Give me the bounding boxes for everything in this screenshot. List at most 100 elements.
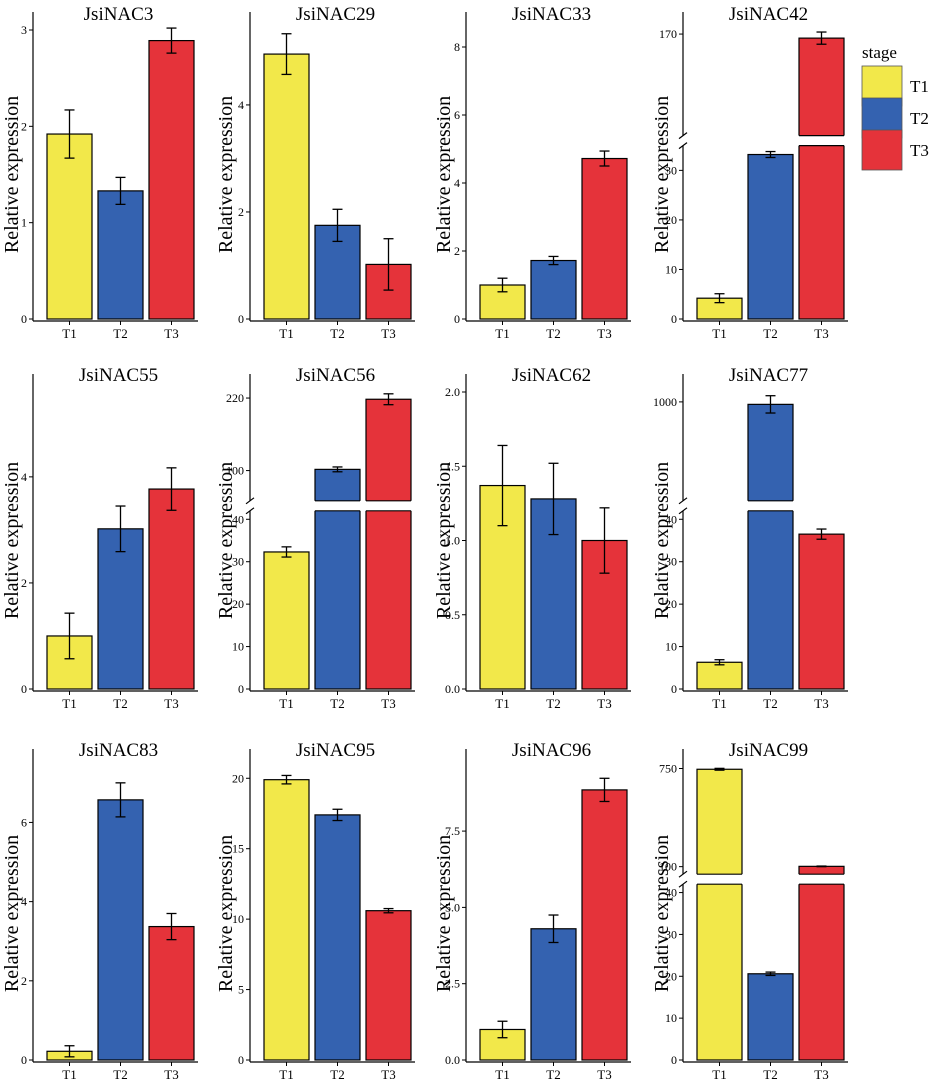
y-axis-label: Relative expression [215, 96, 237, 253]
bar-t3 [148, 39, 195, 320]
bar-break-gap [747, 500, 794, 511]
y-axis-label: Relative expression [433, 462, 455, 619]
x-tick-label: T2 [113, 1067, 127, 1082]
y-axis-label: Relative expression [651, 96, 673, 253]
y-tick-label: 220 [226, 391, 244, 405]
bar-t2 [97, 528, 144, 690]
x-tick-label: T1 [62, 696, 76, 711]
y-tick-label: 100 [659, 860, 677, 874]
bar-t3 [365, 910, 412, 1061]
y-tick-label: 20 [665, 597, 677, 611]
x-tick-label: T1 [712, 1067, 726, 1082]
y-tick-label: 2 [21, 576, 27, 590]
y-tick-label: 8 [454, 40, 460, 54]
y-tick-label: 10 [665, 640, 677, 654]
panel-jsinac29: JsiNAC29 Relative expression T1 T2 T3 0 2 4 [215, 4, 415, 341]
y-tick-label: 10 [665, 1011, 677, 1025]
y-tick-label: 750 [659, 762, 677, 776]
x-tick-label: T3 [164, 1067, 178, 1082]
legend-title: stage [862, 43, 897, 62]
y-tick-label: 2.0 [445, 385, 460, 399]
bar-t2 [314, 814, 361, 1061]
axis-break-mark [678, 132, 688, 140]
bar-t3 [798, 37, 845, 320]
bar-break-gap [798, 874, 845, 885]
axis-break-mark [678, 507, 688, 515]
y-tick-label: 0 [21, 682, 27, 696]
panel-jsinac83: JsiNAC83 Relative expression T1 T2 T3 0 2 4 6 [1, 740, 198, 1082]
y-tick-label: 0 [21, 312, 27, 326]
y-tick-label: 0 [238, 1053, 244, 1067]
x-tick-label: T2 [330, 696, 344, 711]
y-tick-label: 5 [238, 983, 244, 997]
y-tick-label: 4 [238, 98, 244, 112]
x-tick-label: T2 [546, 696, 560, 711]
panel-jsinac33: JsiNAC33 Relative expression T1 T2 T3 0 2 4 6 8 [433, 4, 631, 341]
y-axis-label: Relative expression [433, 835, 455, 992]
bar-t3 [148, 925, 195, 1061]
bar-t3 [365, 398, 412, 690]
x-tick-label: T3 [381, 696, 395, 711]
bar-t1 [46, 133, 93, 320]
bar-t1 [696, 661, 743, 690]
y-tick-label: 0 [21, 1053, 27, 1067]
y-tick-label: 30 [665, 555, 677, 569]
bar-break-gap [798, 135, 845, 146]
x-tick-label: T3 [164, 696, 178, 711]
y-tick-label: 2 [454, 244, 460, 258]
axis-break-mark [245, 507, 255, 515]
y-tick-label: 0 [671, 1053, 677, 1067]
y-axis-label: Relative expression [215, 462, 237, 619]
y-tick-label: 40 [665, 886, 677, 900]
y-tick-label: 30 [232, 555, 244, 569]
bar-t2 [747, 403, 794, 690]
x-tick-label: T3 [381, 1067, 395, 1082]
bar-t3 [798, 533, 845, 690]
y-tick-label: 1000 [653, 395, 677, 409]
legend-label-t1: T1 [910, 77, 929, 96]
x-tick-label: T1 [495, 696, 509, 711]
axis-break-mark [678, 142, 688, 150]
y-tick-label: 2 [238, 205, 244, 219]
x-tick-label: T3 [814, 326, 828, 341]
y-tick-label: 15 [232, 842, 244, 856]
x-tick-label: T1 [62, 1067, 76, 1082]
chart-title: JsiNAC42 [729, 4, 808, 25]
x-tick-label: T2 [763, 326, 777, 341]
x-tick-label: T1 [495, 326, 509, 341]
y-tick-label: 0.0 [445, 1053, 460, 1067]
bar-t3 [148, 488, 195, 690]
panel-jsinac55: JsiNAC55 Relative expression T1 T2 T3 0 2 4 [1, 365, 198, 711]
y-tick-label: 2 [21, 974, 27, 988]
x-tick-label: T2 [546, 1067, 560, 1082]
x-tick-label: T3 [597, 1067, 611, 1082]
chart-title: JsiNAC33 [512, 4, 591, 25]
chart-title: JsiNAC29 [296, 4, 375, 25]
y-tick-label: 30 [665, 163, 677, 177]
bar-break-gap [696, 874, 743, 885]
x-tick-label: T2 [330, 1067, 344, 1082]
legend: stage T1 T2 T3 [861, 43, 929, 171]
y-tick-label: 0.0 [445, 682, 460, 696]
y-tick-label: 0 [238, 312, 244, 326]
panel-jsinac56: JsiNAC56 Relative expression T1 T2 T3 0 10 20 30… [215, 365, 415, 711]
y-tick-label: 1.5 [445, 459, 460, 473]
axis-break-mark [678, 497, 688, 505]
y-tick-label: 0 [671, 682, 677, 696]
x-tick-label: T3 [597, 326, 611, 341]
bar-t1 [263, 551, 310, 690]
bar-t1 [263, 779, 310, 1061]
y-tick-label: 4 [21, 470, 27, 484]
chart-title: JsiNAC56 [296, 365, 375, 386]
panel-jsinac96: JsiNAC96 Relative expression T1 T2 T3 0.0 2.5 5… [433, 740, 631, 1082]
chart-title: JsiNAC77 [729, 365, 808, 386]
chart-title: JsiNAC55 [79, 365, 158, 386]
y-tick-label: 0 [454, 312, 460, 326]
y-tick-label: 10 [665, 262, 677, 276]
y-axis-label: Relative expression [1, 96, 23, 253]
y-axis-label: Relative expression [651, 462, 673, 619]
y-tick-label: 4 [21, 895, 27, 909]
bar-break-gap [365, 500, 412, 511]
panel-jsinac77: JsiNAC77 Relative expression T1 T2 T3 0 10 20 30… [651, 365, 848, 711]
